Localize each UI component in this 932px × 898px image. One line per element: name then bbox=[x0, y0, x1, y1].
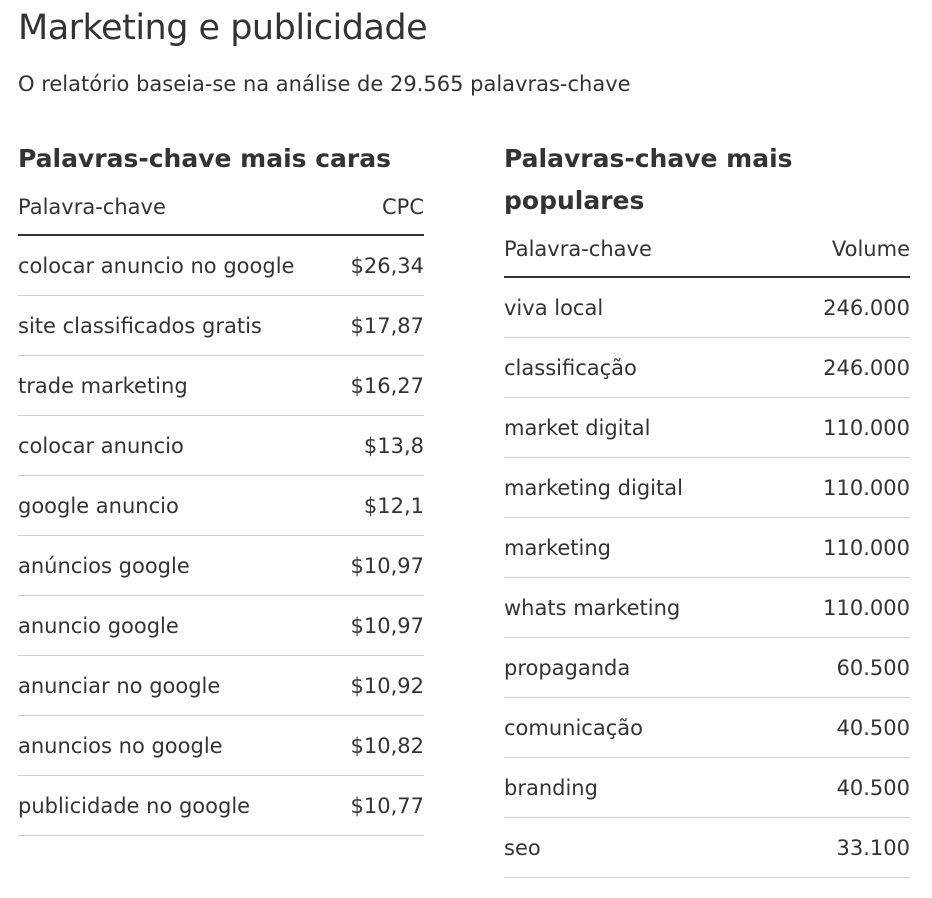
popular-keywords-section: Palavras-chave mais populares Palavra-ch… bbox=[504, 138, 910, 878]
value-cell: $10,92 bbox=[338, 655, 424, 716]
keyword-cell: anuncio google bbox=[18, 595, 339, 656]
keyword-cell: marketing digital bbox=[504, 457, 778, 518]
value-cell: 40.500 bbox=[777, 757, 910, 818]
value-cell: 110.000 bbox=[777, 457, 910, 518]
popular-keywords-table: Palavra-chave Volume viva local 246.000 cl… bbox=[504, 222, 910, 878]
value-cell: 33.100 bbox=[777, 817, 910, 878]
value-cell: $17,87 bbox=[338, 295, 424, 356]
keyword-cell: anúncios google bbox=[18, 535, 339, 596]
table-row: viva local 246.000 bbox=[504, 277, 910, 338]
expensive-keywords-section: Palavras-chave mais caras Palavra-chave … bbox=[18, 138, 424, 836]
table-row: anunciar no google $10,92 bbox=[18, 655, 424, 716]
keyword-cell: site classificados gratis bbox=[18, 295, 339, 356]
table-row: marketing 110.000 bbox=[504, 517, 910, 578]
table-row: classificação 246.000 bbox=[504, 337, 910, 398]
page-subtitle: O relatório baseia-se na análise de 29.5… bbox=[18, 72, 631, 96]
table-row: site classificados gratis $17,87 bbox=[18, 295, 424, 356]
keyword-cell: classificação bbox=[504, 337, 778, 398]
keyword-cell: publicidade no google bbox=[18, 775, 339, 836]
keyword-cell: colocar anuncio no google bbox=[18, 235, 339, 296]
keyword-cell: colocar anuncio bbox=[18, 415, 339, 476]
table-row: colocar anuncio $13,8 bbox=[18, 415, 424, 476]
keyword-cell: seo bbox=[504, 817, 778, 878]
table-row: google anuncio $12,1 bbox=[18, 475, 424, 536]
table-row: market digital 110.000 bbox=[504, 397, 910, 458]
value-cell: $10,82 bbox=[338, 715, 424, 776]
table-header-row: Palavra-chave CPC bbox=[18, 180, 424, 236]
value-cell: 110.000 bbox=[777, 397, 910, 458]
keyword-cell: branding bbox=[504, 757, 778, 818]
value-cell: $16,27 bbox=[338, 355, 424, 416]
table-row: marketing digital 110.000 bbox=[504, 457, 910, 518]
table-row: publicidade no google $10,77 bbox=[18, 775, 424, 836]
table-row: whats marketing 110.000 bbox=[504, 577, 910, 638]
value-cell: 110.000 bbox=[777, 577, 910, 638]
table-row: colocar anuncio no google $26,34 bbox=[18, 235, 424, 296]
table-row: branding 40.500 bbox=[504, 757, 910, 818]
value-cell: 60.500 bbox=[777, 637, 910, 698]
table-row: comunicação 40.500 bbox=[504, 697, 910, 758]
expensive-keywords-rows: colocar anuncio no google $26,34 site clas… bbox=[18, 235, 424, 836]
keyword-cell: marketing bbox=[504, 517, 778, 578]
cpc-column-header: CPC bbox=[338, 180, 424, 236]
table-row: propaganda 60.500 bbox=[504, 637, 910, 698]
table-row: anúncios google $10,97 bbox=[18, 535, 424, 596]
value-cell: 246.000 bbox=[777, 277, 910, 338]
keyword-cell: viva local bbox=[504, 277, 778, 338]
table-header-row: Palavra-chave Volume bbox=[504, 222, 910, 278]
keyword-column-header: Palavra-chave bbox=[18, 180, 339, 236]
value-cell: 40.500 bbox=[777, 697, 910, 758]
value-cell: $12,1 bbox=[338, 475, 424, 536]
volume-column-header: Volume bbox=[777, 222, 910, 278]
keyword-cell: google anuncio bbox=[18, 475, 339, 536]
table-row: trade marketing $16,27 bbox=[18, 355, 424, 416]
popular-keywords-rows: viva local 246.000 classificação 246.000 mar… bbox=[504, 277, 910, 878]
keyword-cell: market digital bbox=[504, 397, 778, 458]
keyword-cell: trade marketing bbox=[18, 355, 339, 416]
page-title: Marketing e publicidade bbox=[18, 8, 428, 48]
keyword-cell: anunciar no google bbox=[18, 655, 339, 716]
expensive-keywords-title: Palavras-chave mais caras bbox=[18, 144, 391, 173]
table-row: anuncios no google $10,82 bbox=[18, 715, 424, 776]
popular-keywords-title: Palavras-chave mais populares bbox=[504, 144, 793, 215]
value-cell: $10,77 bbox=[338, 775, 424, 836]
value-cell: $10,97 bbox=[338, 595, 424, 656]
value-cell: $13,8 bbox=[338, 415, 424, 476]
keyword-cell: whats marketing bbox=[504, 577, 778, 638]
value-cell: $26,34 bbox=[338, 235, 424, 296]
keyword-cell: comunicação bbox=[504, 697, 778, 758]
keyword-cell: anuncios no google bbox=[18, 715, 339, 776]
expensive-keywords-table: Palavra-chave CPC colocar anuncio no goo… bbox=[18, 180, 424, 836]
table-row: seo 33.100 bbox=[504, 817, 910, 878]
value-cell: $10,97 bbox=[338, 535, 424, 596]
keyword-cell: propaganda bbox=[504, 637, 778, 698]
table-row: anuncio google $10,97 bbox=[18, 595, 424, 656]
keyword-column-header: Palavra-chave bbox=[504, 222, 778, 278]
value-cell: 246.000 bbox=[777, 337, 910, 398]
value-cell: 110.000 bbox=[777, 517, 910, 578]
